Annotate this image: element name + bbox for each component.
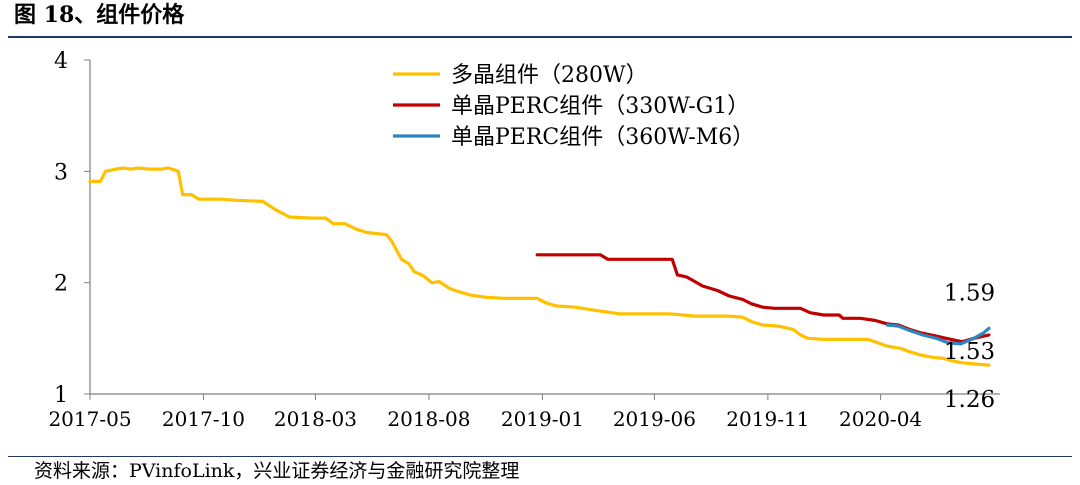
x-tick-label: 2020-04 bbox=[839, 407, 922, 431]
x-tick-label: 2019-06 bbox=[613, 407, 696, 431]
series-line-1 bbox=[535, 253, 991, 344]
x-tick-label: 2017-10 bbox=[162, 407, 245, 431]
x-tick-label: 2019-11 bbox=[726, 407, 809, 431]
title-rule bbox=[8, 36, 1072, 38]
x-tick-label: 2019-01 bbox=[501, 407, 584, 431]
legend-label-1: 单晶PERC组件（330W-G1） bbox=[451, 94, 749, 119]
end-value-label-0: 1.59 bbox=[944, 280, 995, 306]
series-line-2 bbox=[885, 323, 991, 346]
chart-axes: 1 2 3 4 2017-05 2017-10 2018-03 2018-08 2019-01 2… bbox=[48, 49, 1000, 431]
figure-title: 图 18、组件价格 bbox=[14, 2, 185, 28]
y-tick-label: 2 bbox=[54, 272, 68, 297]
end-value-label-1: 1.53 bbox=[944, 339, 995, 365]
end-value-label-2: 1.26 bbox=[944, 387, 995, 413]
source-note: 资料来源：PVinfoLink，兴业证券经济与金融研究院整理 bbox=[34, 460, 520, 482]
y-tick-label: 3 bbox=[54, 160, 68, 185]
x-tick-label: 2018-08 bbox=[387, 407, 470, 431]
x-tick-label: 2017-05 bbox=[48, 407, 131, 431]
chart-legend: 多晶组件（280W） 单晶PERC组件（330W-G1） 单晶PERC组件（360W… bbox=[393, 63, 754, 150]
chart-series bbox=[88, 166, 991, 367]
series-line-0 bbox=[88, 166, 991, 367]
legend-label-0: 多晶组件（280W） bbox=[451, 63, 648, 88]
chart-annotations: 1.59 1.53 1.26 bbox=[944, 280, 995, 413]
source-rule bbox=[8, 456, 1072, 457]
legend-label-2: 单晶PERC组件（360W-M6） bbox=[451, 125, 754, 150]
y-tick-label: 1 bbox=[54, 383, 68, 408]
y-tick-label: 4 bbox=[54, 49, 68, 74]
x-tick-label: 2018-03 bbox=[274, 407, 357, 431]
